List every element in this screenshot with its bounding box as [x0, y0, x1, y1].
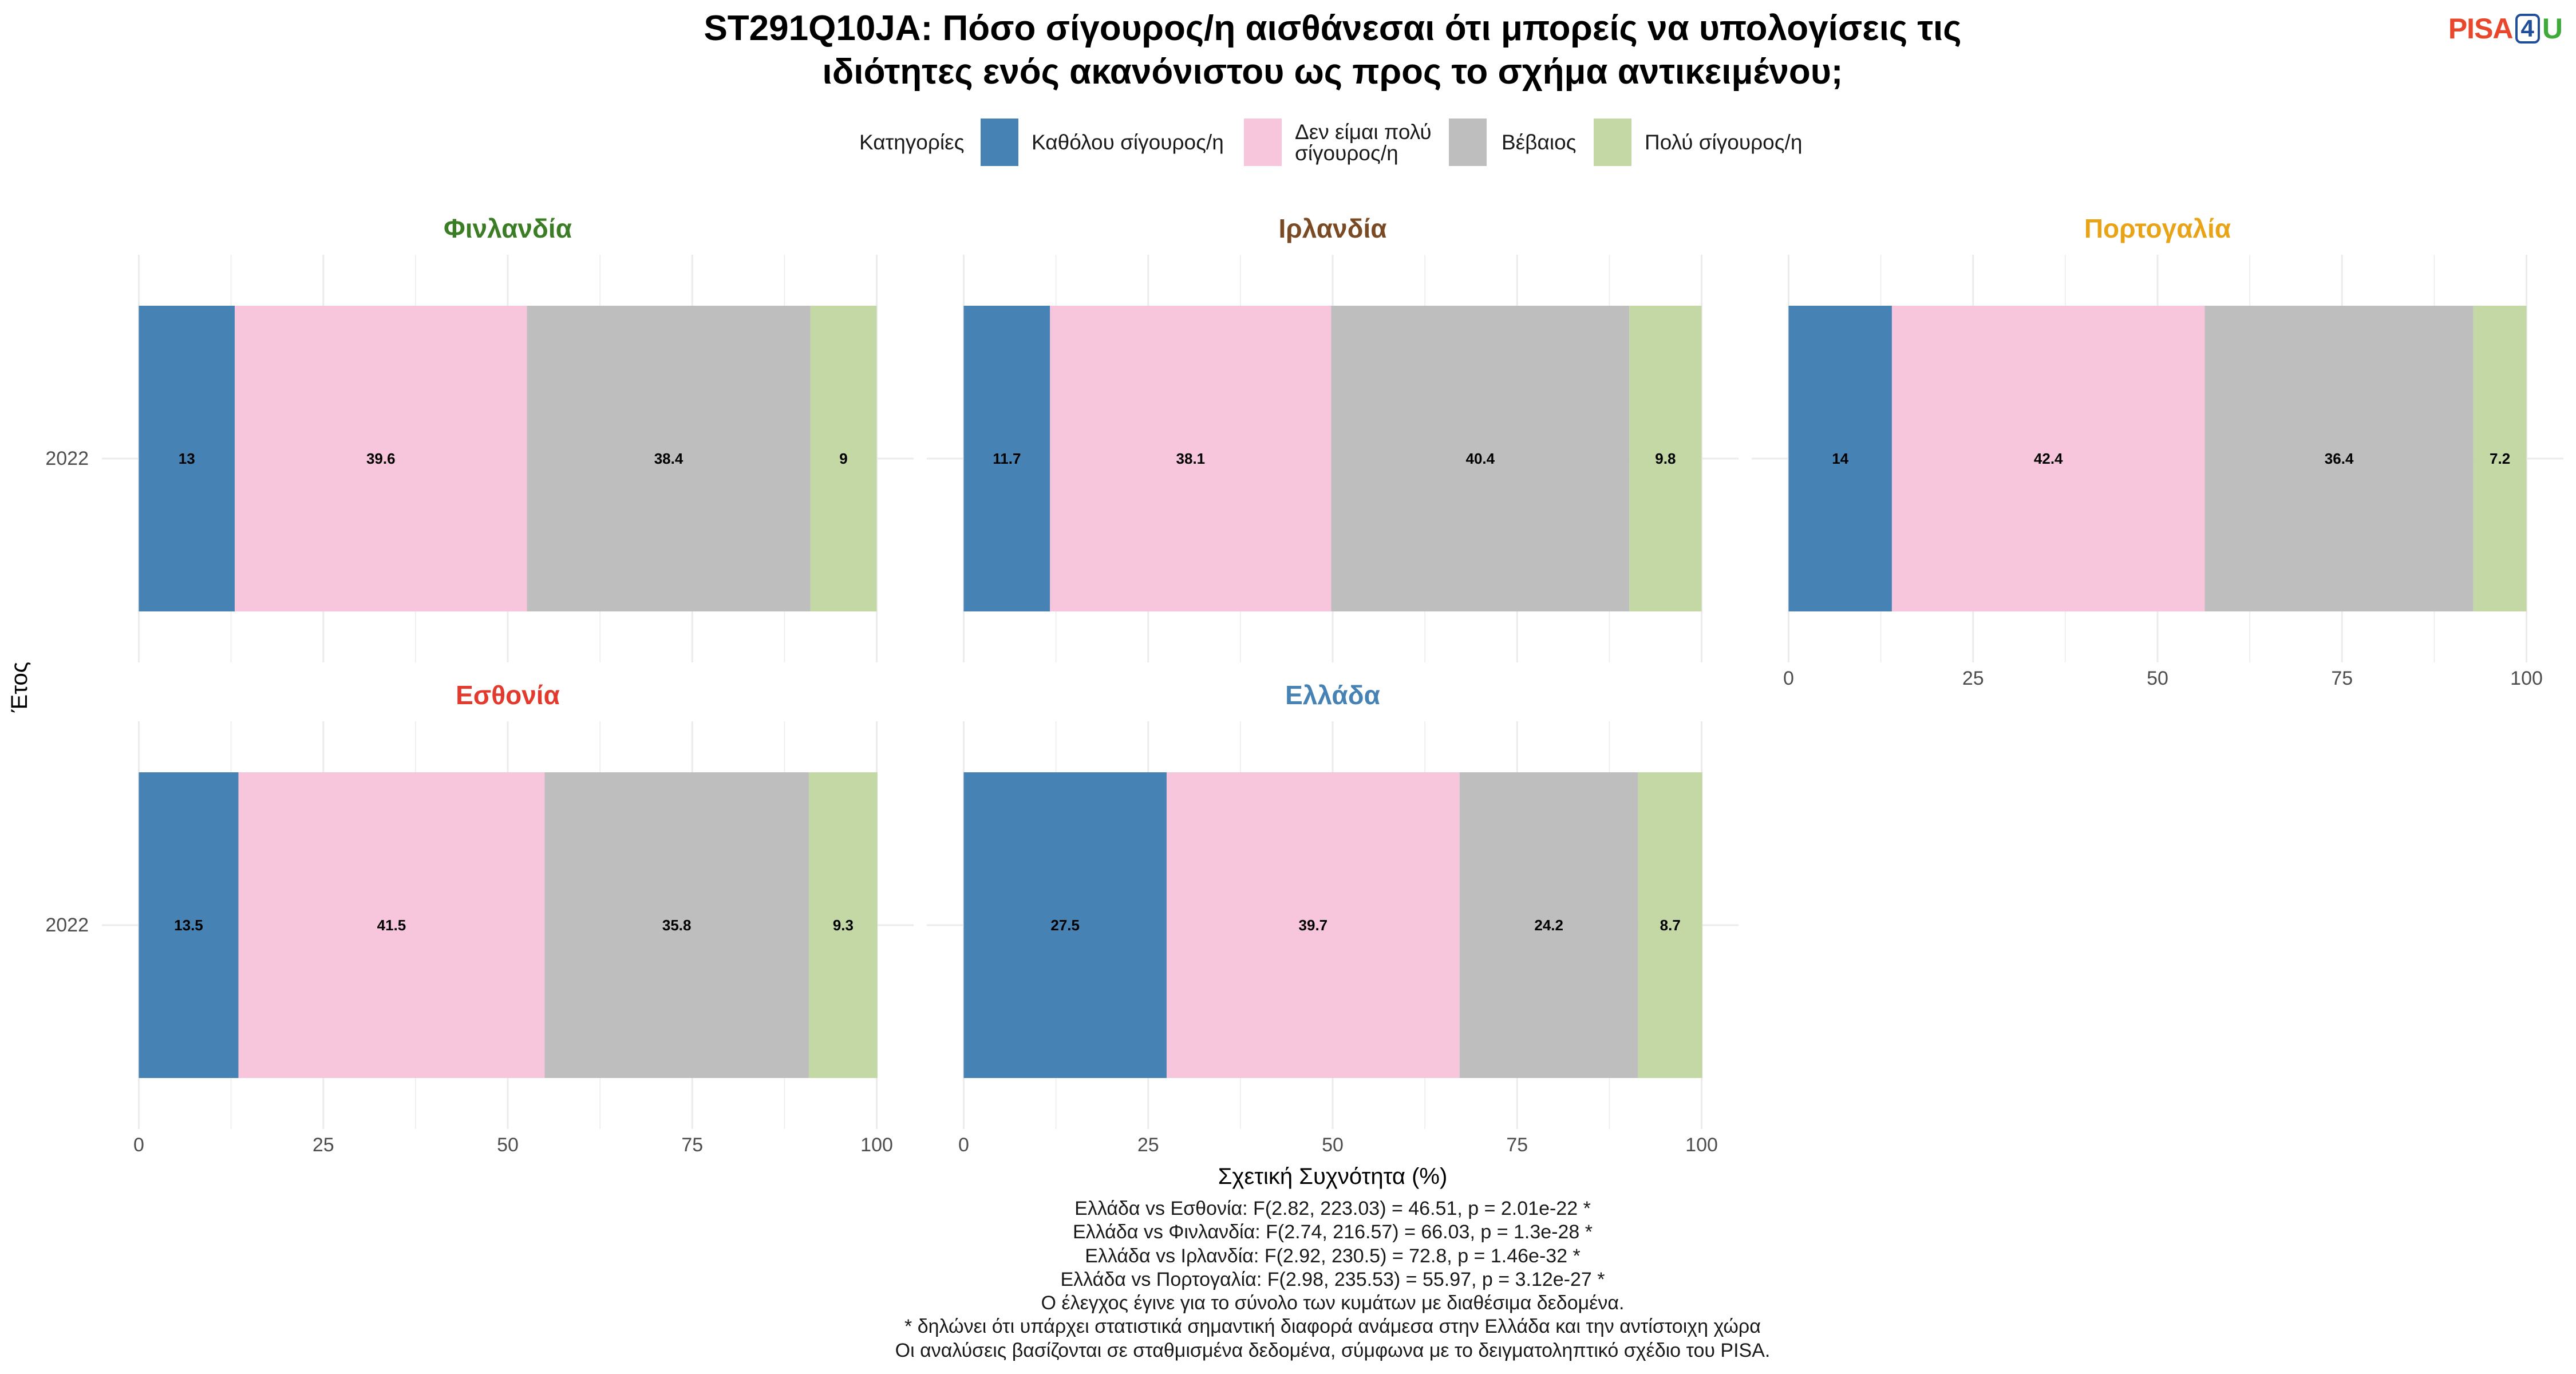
footnote-line: * δηλώνει ότι υπάρχει στατιστικά σημαντι… — [904, 1316, 1761, 1338]
footnote-line: Ελλάδα vs Ιρλανδία: F(2.92, 230.5) = 72.… — [1085, 1245, 1581, 1267]
bar-value-label: 14 — [1832, 450, 1848, 467]
x-tick-label: 75 — [1506, 1134, 1528, 1156]
bar-segment — [139, 772, 239, 1078]
bar-segment — [2204, 306, 2474, 611]
bar-segment — [139, 306, 235, 611]
y-axis-title: Έτος — [7, 662, 32, 713]
logo-text-u: U — [2542, 13, 2563, 45]
bar-value-label: 7.2 — [2490, 450, 2510, 467]
bar-segment — [2473, 306, 2527, 611]
x-tick-label: 0 — [133, 1134, 144, 1156]
bar-segment — [1459, 772, 1638, 1078]
bar-value-label: 9.8 — [1655, 450, 1676, 467]
bar-value-label: 11.7 — [993, 450, 1021, 467]
legend-label: Πολύ σίγουρος/η — [1645, 131, 1803, 154]
x-tick-label: 75 — [2331, 668, 2353, 689]
footnote-line: Ο έλεγχος έγινε για το σύνολο των κυμάτω… — [1041, 1292, 1625, 1314]
bar-segment — [1638, 772, 1702, 1078]
bar-value-label: 39.6 — [366, 450, 396, 467]
footnote-line: Ελλάδα vs Πορτογαλία: F(2.98, 235.53) = … — [1060, 1268, 1605, 1290]
bar-value-label: 9 — [839, 450, 847, 467]
bar-segment — [1629, 306, 1702, 611]
footnote-line: Ελλάδα vs Εσθονία: F(2.82, 223.03) = 46.… — [1074, 1198, 1591, 1219]
bar-value-label: 39.7 — [1299, 917, 1328, 934]
bar-value-label: 8.7 — [1660, 917, 1681, 934]
chart-title-line: ST291Q10JA: Πόσο σίγουρος/η αισθάνεσαι ό… — [704, 9, 1962, 48]
bar-segment — [238, 772, 545, 1078]
x-tick-label: 100 — [860, 1134, 893, 1156]
facet-title: Πορτογαλία — [2084, 214, 2231, 243]
footnotes: Ελλάδα vs Εσθονία: F(2.82, 223.03) = 46.… — [188, 1197, 2478, 1363]
bar-value-label: 38.1 — [1176, 450, 1206, 467]
facet-title: Ελλάδα — [1285, 680, 1380, 710]
x-tick-label: 50 — [1322, 1134, 1344, 1156]
legend-key-swatch — [1244, 119, 1282, 166]
facet-panels: Φινλανδία 13 39.6 38.4 9 2022 Ιρλανδία 11.7 38.1… — [45, 214, 2563, 1156]
bar-value-label: 41.5 — [377, 917, 406, 934]
legend-key-swatch — [1449, 119, 1487, 166]
bar-segment — [963, 772, 1167, 1078]
bar-value-label: 13 — [179, 450, 195, 467]
bar-value-label: 36.4 — [2325, 450, 2354, 467]
x-tick-label: 0 — [958, 1134, 969, 1156]
legend-label: Βέβαιος — [1502, 131, 1577, 154]
bar-segment — [810, 306, 877, 611]
bar-segment — [1331, 306, 1630, 611]
bar-segment — [963, 306, 1050, 611]
x-tick-label: 75 — [681, 1134, 703, 1156]
bar-segment — [1050, 306, 1332, 611]
logo-text-4: 4 — [2515, 14, 2540, 44]
bar-value-label: 9.3 — [833, 917, 854, 934]
legend-key-swatch — [981, 119, 1018, 166]
legend-title: Κατηγορίες — [859, 131, 965, 154]
facet-title: Ιρλανδία — [1278, 214, 1386, 243]
bar-segment — [544, 772, 809, 1078]
x-tick-label: 25 — [1962, 668, 1984, 689]
facet-panel: Ελλάδα 27.5 39.7 24.2 8.7 0 25 50 75 100 — [927, 680, 1739, 1156]
facet-panel: Ιρλανδία 11.7 38.1 40.4 9.8 — [927, 214, 1739, 662]
facet-panel: Πορτογαλία 14 42.4 36.4 7.2 0 25 50 75 100 — [1752, 214, 2563, 689]
bar-value-label: 35.8 — [662, 917, 692, 934]
facet-title: Εσθονία — [456, 680, 560, 710]
bar-value-label: 27.5 — [1050, 917, 1080, 934]
logo-text-pisa: PISA — [2448, 13, 2514, 45]
bar-segment — [527, 306, 811, 611]
x-tick-label: 50 — [497, 1134, 519, 1156]
y-tick-label: 2022 — [45, 448, 89, 469]
bar-segment — [1166, 772, 1460, 1078]
y-tick-label: 2022 — [45, 914, 89, 936]
chart-title-line: ιδιότητες ενός ακανόνιστου ως προς το σχ… — [822, 52, 1843, 92]
legend-key-swatch — [1594, 119, 1631, 166]
x-tick-label: 100 — [1685, 1134, 1718, 1156]
bar-segment — [235, 306, 527, 611]
x-tick-label: 0 — [1783, 668, 1794, 689]
chart-title: ST291Q10JA: Πόσο σίγουρος/η αισθάνεσαι ό… — [188, 7, 2478, 94]
footnote-line: Οι αναλύσεις βασίζονται σε σταθμισμένα δ… — [895, 1339, 1771, 1361]
facet-panel: Φινλανδία 13 39.6 38.4 9 2022 — [45, 214, 914, 662]
legend-label: Δεν είμαι πολύ σίγουρος/η — [1295, 120, 1432, 165]
pisa4u-logo: PISA 4 U — [2448, 11, 2563, 46]
legend-label: Καθόλου σίγουρος/η — [1032, 131, 1224, 154]
x-tick-label: 25 — [313, 1134, 334, 1156]
bar-segment — [1891, 306, 2205, 611]
facet-panel: Εσθονία 13.5 41.5 35.8 9.3 2022 0 25 50 75 100 — [45, 680, 914, 1156]
facet-title: Φινλανδία — [444, 214, 572, 243]
footnote-line: Ελλάδα vs Φινλανδία: F(2.74, 216.57) = 6… — [1073, 1221, 1593, 1243]
x-tick-label: 100 — [2510, 668, 2543, 689]
x-axis-title: Σχετική Συχνότητα (%) — [1218, 1164, 1448, 1189]
bar-value-label: 13.5 — [174, 917, 203, 934]
bar-value-label: 40.4 — [1466, 450, 1495, 467]
legend: Κατηγορίες Καθόλου σίγουρος/η Δεν είμαι … — [859, 119, 1832, 166]
bar-value-label: 38.4 — [654, 450, 683, 467]
bar-value-label: 24.2 — [1534, 917, 1563, 934]
bar-segment — [1788, 306, 1892, 611]
x-tick-label: 50 — [2147, 668, 2168, 689]
bar-value-label: 42.4 — [2034, 450, 2063, 467]
bar-segment — [808, 772, 878, 1078]
x-tick-label: 25 — [1137, 1134, 1159, 1156]
